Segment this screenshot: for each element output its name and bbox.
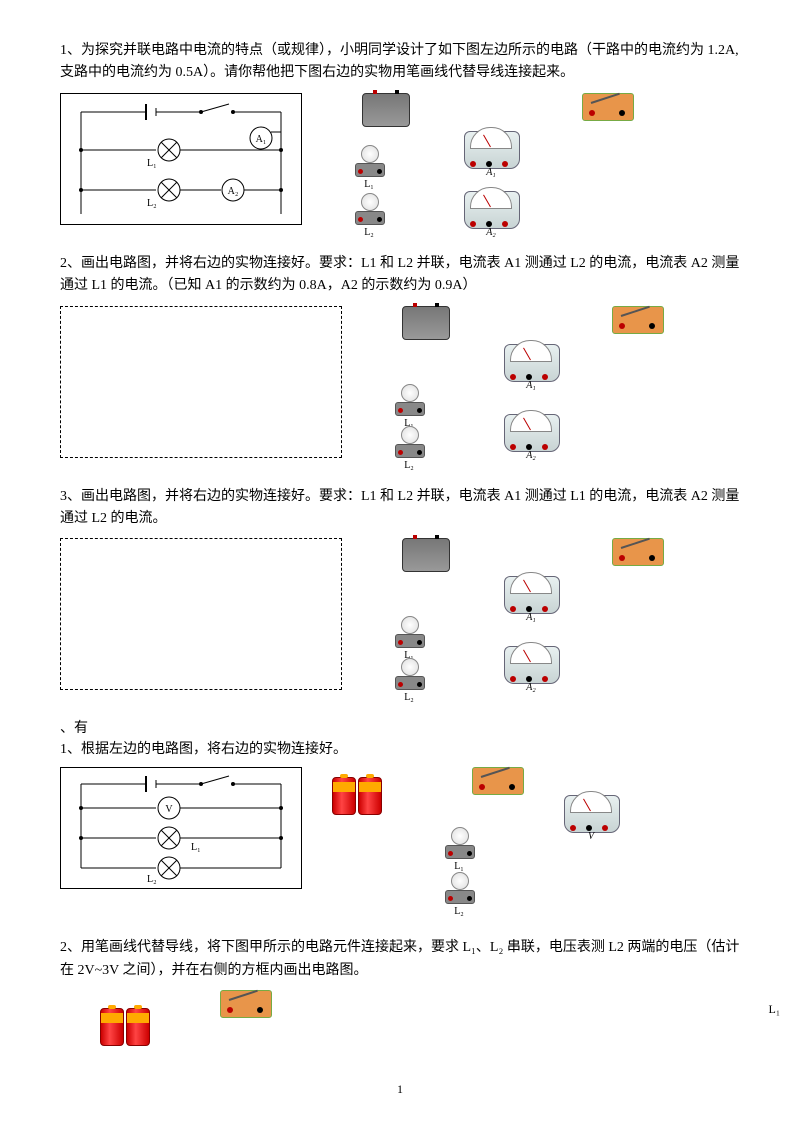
qlast-row: L₁ — [60, 990, 740, 1060]
ammeter-a1: A₁ — [502, 336, 560, 382]
battery-pack — [362, 93, 410, 127]
l2-label: L₂ — [364, 225, 374, 241]
circuit-a2-label: A₂ — [228, 186, 239, 197]
question-last: 2、用笔画线代替导线，将下图甲所示的电路元件连接起来，要求 L₁、L₂ 串联，电… — [60, 937, 740, 1060]
page-number: 1 — [60, 1080, 740, 1099]
question-3: 3、画出电路图，并将右边的实物连接好。要求：L1 和 L2 并联，电流表 A1 … — [60, 486, 740, 699]
bulb-l1: L₁ — [392, 384, 426, 432]
switch — [612, 306, 664, 334]
v-label: V — [562, 829, 620, 845]
circuit-l2-label: L₂ — [147, 198, 157, 209]
circuit-a1-label: A₁ — [256, 134, 267, 145]
s2q1-circuit-diagram: V L₁ L₂ — [60, 767, 302, 889]
v-label: V — [165, 804, 173, 815]
l2-label: L₂ — [404, 690, 414, 706]
a2-label: A₂ — [462, 225, 520, 241]
ammeter-a1: A₁ — [502, 568, 560, 614]
q1-row: A₁ L₁ A₂ — [60, 93, 740, 233]
battery-cells — [332, 777, 382, 815]
q2-num: 2、 — [60, 256, 81, 271]
q3-row: A₁ L₁ L₂ A₂ — [60, 538, 740, 698]
a1-label: A₁ — [502, 610, 560, 626]
section-2-heading: 、有 1、根据左边的电路图，将右边的实物连接好。 — [60, 718, 740, 761]
s2q1-components: V L₁ L₂ — [332, 767, 740, 917]
bulb-l2: L₂ — [392, 426, 426, 474]
circuit-l1-label: L₁ — [147, 158, 157, 169]
l2-label: L₂ — [404, 458, 414, 474]
q3-num: 3、 — [60, 489, 81, 504]
battery-pack — [402, 538, 450, 572]
bulb-l1: L₁ — [392, 616, 426, 664]
s2q1-row: V L₁ L₂ — [60, 767, 740, 917]
bulb-l1: L₁ — [442, 827, 476, 875]
section-partial-1: 、有 — [60, 718, 740, 740]
qlast-body: 用笔画线代替导线，将下图甲所示的电路元件连接起来，要求 L₁、L₂ 串联，电压表… — [60, 940, 739, 977]
bulb-l1: L₁ — [352, 145, 386, 193]
q2-components: A₁ L₁ L₂ A₂ — [372, 306, 740, 466]
qlast-num: 2、 — [60, 940, 81, 955]
qlast-text: 2、用笔画线代替导线，将下图甲所示的电路元件连接起来，要求 L₁、L₂ 串联，电… — [60, 937, 740, 982]
ammeter-a2: A₂ — [462, 183, 520, 229]
battery-pack — [402, 306, 450, 340]
l2-label: L₂ — [147, 874, 157, 885]
q3-text: 3、画出电路图，并将右边的实物连接好。要求：L1 和 L2 并联，电流表 A1 … — [60, 486, 740, 531]
question-2: 2、画出电路图，并将右边的实物连接好。要求：L1 和 L2 并联，电流表 A1 … — [60, 253, 740, 466]
a2-label: A₂ — [502, 680, 560, 696]
q2-row: A₁ L₁ L₂ A₂ — [60, 306, 740, 466]
q3-diagram-box — [60, 538, 342, 690]
ammeter-a2: A₂ — [502, 406, 560, 452]
battery-cells — [100, 1008, 150, 1046]
section2-q1: V L₁ L₂ — [60, 767, 740, 917]
bulb-l2: L₂ — [392, 658, 426, 706]
switch — [472, 767, 524, 795]
q1-body: 为探究并联电路中电流的特点（或规律），小明同学设计了如下图左边所示的电路（干路中… — [60, 43, 739, 80]
voltmeter: V — [562, 787, 620, 833]
bulb-l2: L₂ — [352, 193, 386, 241]
switch — [582, 93, 634, 121]
section-partial-2: 1、根据左边的电路图，将右边的实物连接好。 — [60, 739, 740, 761]
q1-num: 1、 — [60, 43, 81, 58]
ammeter-a1: A₁ — [462, 123, 520, 169]
q1-components: L₁ A₁ L₂ A₂ — [332, 93, 740, 233]
side-l1-label: L₁ — [768, 1000, 780, 1019]
q1-text: 1、为探究并联电路中电流的特点（或规律），小明同学设计了如下图左边所示的电路（干… — [60, 40, 740, 85]
s2q1-svg: V L₁ L₂ — [61, 768, 301, 888]
l1-label: L₁ — [191, 842, 201, 853]
a1-label: A₁ — [502, 378, 560, 394]
qlast-components — [60, 990, 460, 1060]
l1-label: L₁ — [364, 177, 374, 193]
switch — [612, 538, 664, 566]
ammeter-a2: A₂ — [502, 638, 560, 684]
a2-label: A₂ — [502, 448, 560, 464]
a1-label: A₁ — [462, 165, 520, 181]
q2-diagram-box — [60, 306, 342, 458]
q1-circuit-svg: A₁ L₁ A₂ — [61, 94, 301, 224]
switch — [220, 990, 272, 1018]
l2-label: L₂ — [454, 904, 464, 920]
q3-body: 画出电路图，并将右边的实物连接好。要求：L1 和 L2 并联，电流表 A1 测通… — [60, 489, 739, 526]
q2-text: 2、画出电路图，并将右边的实物连接好。要求：L1 和 L2 并联，电流表 A1 … — [60, 253, 740, 298]
question-1: 1、为探究并联电路中电流的特点（或规律），小明同学设计了如下图左边所示的电路（干… — [60, 40, 740, 233]
bulb-l2: L₂ — [442, 872, 476, 920]
q3-components: A₁ L₁ L₂ A₂ — [372, 538, 740, 698]
q1-circuit-diagram: A₁ L₁ A₂ — [60, 93, 302, 225]
q2-body: 画出电路图，并将右边的实物连接好。要求：L1 和 L2 并联，电流表 A1 测通… — [60, 256, 739, 293]
